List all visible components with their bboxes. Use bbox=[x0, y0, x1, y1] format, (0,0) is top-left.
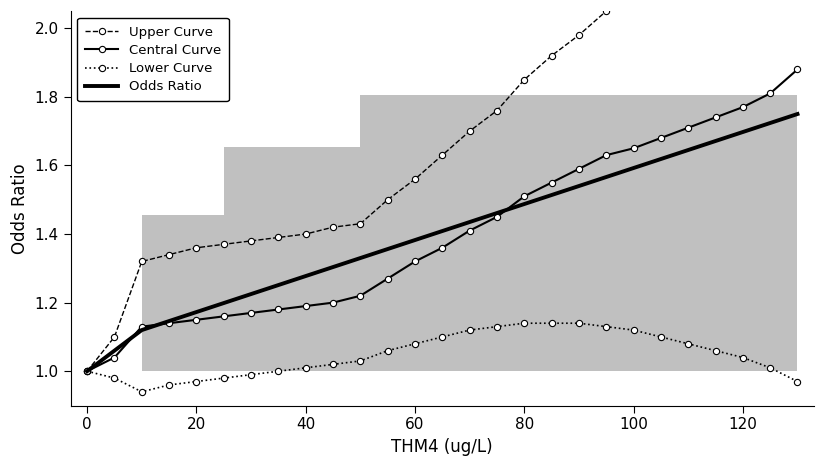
Line: Odds Ratio: Odds Ratio bbox=[87, 114, 798, 371]
Lower Curve bbox=[656, 334, 666, 340]
Lower Curve bbox=[683, 341, 693, 347]
Central Curve bbox=[793, 67, 803, 72]
Lower Curve bbox=[492, 324, 502, 329]
Upper Curve bbox=[601, 8, 611, 14]
Central Curve bbox=[766, 91, 775, 96]
Y-axis label: Odds Ratio: Odds Ratio bbox=[11, 163, 29, 254]
Central Curve bbox=[492, 214, 502, 219]
Upper Curve bbox=[519, 77, 529, 83]
Upper Curve bbox=[137, 259, 147, 264]
Lower Curve bbox=[82, 368, 92, 374]
Upper Curve bbox=[437, 152, 447, 158]
Central Curve bbox=[519, 193, 529, 199]
Central Curve bbox=[629, 146, 639, 151]
Central Curve bbox=[683, 125, 693, 130]
Upper Curve bbox=[246, 238, 256, 244]
Central Curve bbox=[301, 303, 311, 309]
Lower Curve bbox=[328, 361, 338, 367]
Upper Curve bbox=[464, 128, 474, 134]
Odds Ratio bbox=[793, 111, 803, 117]
Lower Curve bbox=[110, 375, 120, 381]
Line: Lower Curve: Lower Curve bbox=[84, 320, 800, 395]
Lower Curve bbox=[793, 379, 803, 384]
Lower Curve bbox=[410, 341, 420, 347]
Central Curve bbox=[137, 324, 147, 329]
X-axis label: THM4 (ug/L): THM4 (ug/L) bbox=[392, 438, 493, 456]
Central Curve bbox=[601, 152, 611, 158]
Upper Curve bbox=[82, 368, 92, 374]
Central Curve bbox=[328, 300, 338, 305]
Lower Curve bbox=[191, 379, 201, 384]
Bar bbox=[224, 147, 361, 371]
Central Curve bbox=[710, 114, 720, 120]
Lower Curve bbox=[574, 320, 584, 326]
Central Curve bbox=[219, 313, 229, 319]
Odds Ratio bbox=[82, 368, 92, 374]
Upper Curve bbox=[383, 197, 393, 203]
Upper Curve bbox=[356, 221, 365, 226]
Upper Curve bbox=[328, 224, 338, 230]
Lower Curve bbox=[547, 320, 557, 326]
Lower Curve bbox=[356, 358, 365, 364]
Upper Curve bbox=[574, 32, 584, 38]
Central Curve bbox=[110, 355, 120, 361]
Lower Curve bbox=[437, 334, 447, 340]
Line: Central Curve: Central Curve bbox=[84, 66, 800, 375]
Lower Curve bbox=[519, 320, 529, 326]
Lower Curve bbox=[137, 389, 147, 395]
Central Curve bbox=[437, 245, 447, 251]
Central Curve bbox=[410, 259, 420, 264]
Lower Curve bbox=[219, 375, 229, 381]
Lower Curve bbox=[273, 368, 283, 374]
Central Curve bbox=[738, 104, 747, 110]
Central Curve bbox=[82, 368, 92, 374]
Lower Curve bbox=[246, 372, 256, 377]
Line: Upper Curve: Upper Curve bbox=[84, 0, 800, 375]
Bar bbox=[361, 95, 798, 371]
Lower Curve bbox=[601, 324, 611, 329]
Odds Ratio bbox=[137, 327, 147, 333]
Upper Curve bbox=[219, 241, 229, 247]
Central Curve bbox=[273, 307, 283, 312]
Upper Curve bbox=[110, 334, 120, 340]
Upper Curve bbox=[273, 235, 283, 241]
Upper Curve bbox=[191, 245, 201, 251]
Legend: Upper Curve, Central Curve, Lower Curve, Odds Ratio: Upper Curve, Central Curve, Lower Curve,… bbox=[78, 18, 229, 101]
Central Curve bbox=[464, 228, 474, 234]
Central Curve bbox=[191, 317, 201, 323]
Central Curve bbox=[656, 135, 666, 141]
Upper Curve bbox=[410, 177, 420, 182]
Central Curve bbox=[547, 180, 557, 185]
Central Curve bbox=[164, 320, 174, 326]
Lower Curve bbox=[738, 355, 747, 361]
Lower Curve bbox=[464, 327, 474, 333]
Lower Curve bbox=[301, 365, 311, 371]
Lower Curve bbox=[710, 348, 720, 354]
Central Curve bbox=[356, 293, 365, 298]
Upper Curve bbox=[492, 108, 502, 113]
Lower Curve bbox=[766, 365, 775, 371]
Lower Curve bbox=[629, 327, 639, 333]
Central Curve bbox=[383, 276, 393, 282]
Central Curve bbox=[246, 310, 256, 316]
Lower Curve bbox=[164, 382, 174, 388]
Central Curve bbox=[574, 166, 584, 172]
Upper Curve bbox=[164, 252, 174, 257]
Upper Curve bbox=[301, 231, 311, 237]
Lower Curve bbox=[383, 348, 393, 354]
Upper Curve bbox=[547, 53, 557, 58]
Bar bbox=[142, 215, 224, 371]
